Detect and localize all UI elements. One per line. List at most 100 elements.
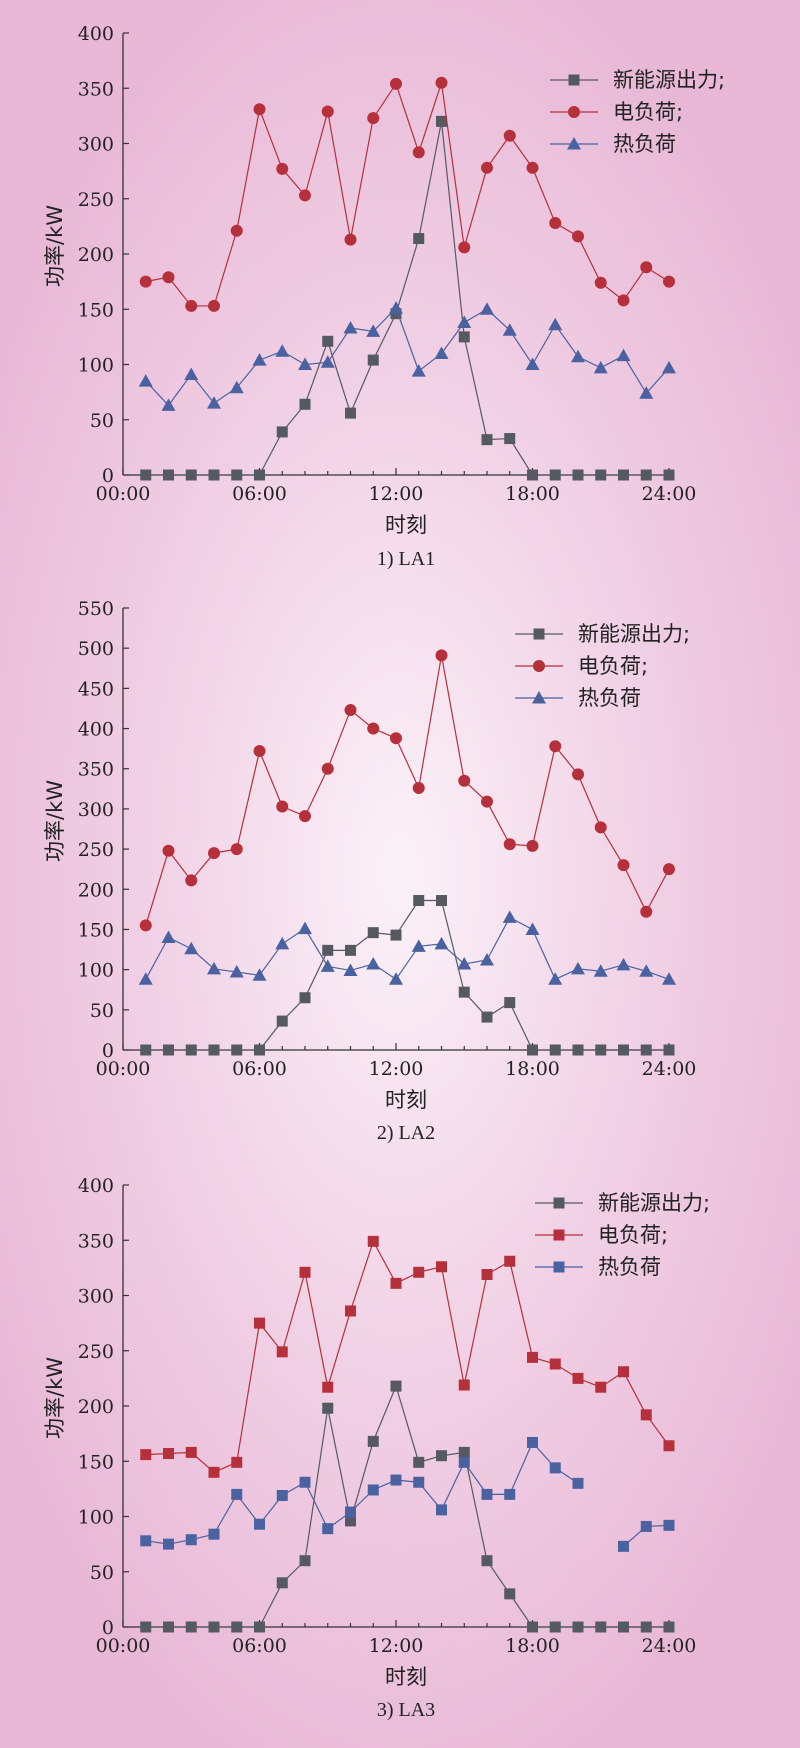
data-point [436, 1450, 447, 1462]
x-axis-label: 时刻 [385, 513, 427, 537]
data-point [208, 469, 220, 481]
data-point [549, 1044, 561, 1056]
y-tick-label: 0 [102, 1617, 114, 1639]
legend-marker [532, 691, 546, 704]
data-point [367, 112, 380, 125]
data-point [207, 961, 221, 975]
data-point [594, 276, 607, 289]
panel-caption: 1) LA1 [377, 548, 435, 570]
data-point [138, 972, 153, 985]
data-point [229, 380, 244, 394]
legend-marker [553, 1229, 565, 1241]
data-point [549, 1462, 561, 1474]
legend-marker [568, 106, 580, 118]
y-tick-label: 450 [78, 678, 114, 700]
data-point [322, 1381, 334, 1393]
data-point [254, 1044, 265, 1056]
data-point [390, 1380, 402, 1392]
data-point [231, 1044, 243, 1056]
data-point [458, 986, 470, 998]
y-tick-label: 500 [78, 638, 114, 660]
data-point [572, 1044, 584, 1056]
data-point [481, 434, 493, 446]
data-point [253, 745, 266, 758]
data-point [616, 957, 631, 971]
data-point [572, 1621, 584, 1633]
data-point [254, 1518, 265, 1530]
data-point [572, 1477, 584, 1489]
data-point [208, 1621, 220, 1633]
data-point [320, 959, 335, 972]
series-heat [138, 910, 676, 985]
data-point [162, 844, 175, 857]
data-point [617, 294, 630, 307]
data-point [231, 1621, 243, 1633]
legend-marker [533, 628, 545, 640]
y-tick-label: 100 [78, 1507, 114, 1529]
data-point [276, 426, 288, 438]
data-point [367, 722, 380, 735]
data-point [184, 941, 199, 955]
data-point [276, 162, 289, 175]
legend-label: 新能源出力; [578, 622, 690, 646]
y-tick-label: 550 [78, 598, 114, 620]
data-point [185, 1621, 197, 1633]
data-point [185, 1044, 197, 1056]
data-point [593, 964, 608, 977]
data-point [322, 944, 334, 956]
y-tick-label: 350 [78, 78, 114, 100]
y-axis-label: 功率/kW [43, 1357, 67, 1439]
data-point [140, 1621, 152, 1633]
x-tick-label: 12:00 [369, 1058, 424, 1080]
data-point [640, 1409, 652, 1421]
data-point [572, 768, 584, 781]
data-point [618, 1621, 629, 1633]
data-point [503, 838, 516, 851]
data-point [434, 346, 449, 359]
series-electric [139, 76, 675, 312]
legend-marker [553, 1197, 565, 1209]
data-point [572, 1372, 584, 1384]
data-point [504, 997, 516, 1009]
data-point [208, 299, 220, 312]
y-tick-label: 400 [78, 23, 114, 45]
data-point [299, 992, 311, 1004]
data-point [367, 1484, 379, 1496]
y-tick-label: 350 [78, 759, 114, 781]
data-point [344, 233, 357, 246]
data-point [412, 146, 425, 159]
y-tick-label: 400 [78, 1175, 114, 1197]
data-point [163, 1448, 174, 1460]
legend-label: 电负荷; [613, 100, 683, 124]
series-line [145, 307, 670, 407]
x-tick-label: 00:00 [96, 1058, 151, 1080]
data-point [275, 344, 290, 357]
data-point [527, 1436, 538, 1448]
x-tick-label: 00:00 [96, 483, 151, 505]
data-point [548, 972, 563, 985]
data-point [366, 324, 381, 337]
data-point [298, 357, 312, 370]
y-tick-label: 50 [90, 410, 114, 432]
legend-label: 电负荷; [598, 1223, 668, 1247]
data-point [185, 469, 197, 481]
data-point [502, 910, 517, 923]
data-point [457, 315, 472, 329]
y-tick-label: 300 [78, 799, 114, 821]
panel-caption: 3) LA3 [377, 1699, 435, 1721]
data-point [481, 161, 493, 174]
series-electric [139, 649, 675, 932]
data-point [457, 957, 472, 970]
data-point [231, 469, 243, 481]
data-point [140, 1449, 152, 1461]
data-point [618, 469, 629, 481]
x-tick-label: 24:00 [642, 1635, 697, 1657]
data-point [435, 649, 448, 662]
x-tick-label: 00:00 [96, 1635, 151, 1657]
data-point [345, 944, 356, 956]
x-tick-label: 06:00 [232, 1058, 287, 1080]
data-point [185, 874, 198, 887]
data-point [526, 161, 539, 174]
y-tick-label: 400 [78, 719, 114, 741]
chart-panel-2: 0 50 100 150 200 250 300 350 400 450 500 550 00:00 06… [43, 598, 696, 1144]
